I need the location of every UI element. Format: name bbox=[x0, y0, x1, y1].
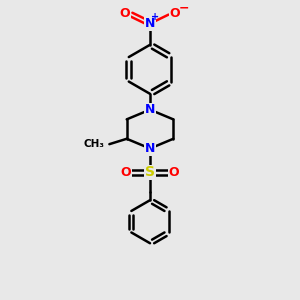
Text: N: N bbox=[145, 142, 155, 155]
Text: N: N bbox=[145, 17, 155, 30]
Text: O: O bbox=[121, 166, 131, 179]
Text: CH₃: CH₃ bbox=[83, 139, 104, 149]
Text: O: O bbox=[120, 7, 130, 20]
Text: −: − bbox=[179, 2, 189, 15]
Text: S: S bbox=[145, 165, 155, 179]
Text: +: + bbox=[151, 12, 159, 22]
Text: O: O bbox=[169, 166, 179, 179]
Text: N: N bbox=[145, 103, 155, 116]
Text: O: O bbox=[170, 7, 180, 20]
